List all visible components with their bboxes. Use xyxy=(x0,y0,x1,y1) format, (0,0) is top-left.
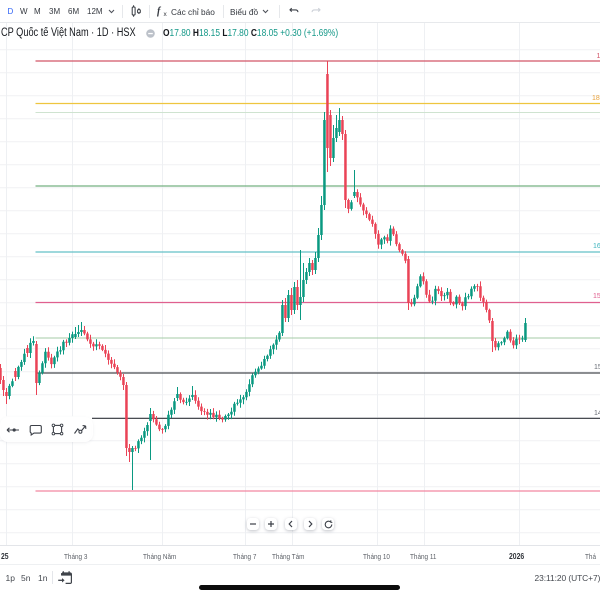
svg-text:16.5: 16.5 xyxy=(593,243,600,250)
svg-text:14.5: 14.5 xyxy=(594,410,600,417)
svg-text:15.9: 15.9 xyxy=(593,293,600,300)
svg-text:f: f xyxy=(157,6,162,17)
svg-text:x: x xyxy=(164,11,168,17)
svg-text:18.45: 18.45 xyxy=(592,95,600,102)
svg-text:18.9: 18.9 xyxy=(597,53,600,60)
svg-text:15.2: 15.2 xyxy=(594,364,600,371)
